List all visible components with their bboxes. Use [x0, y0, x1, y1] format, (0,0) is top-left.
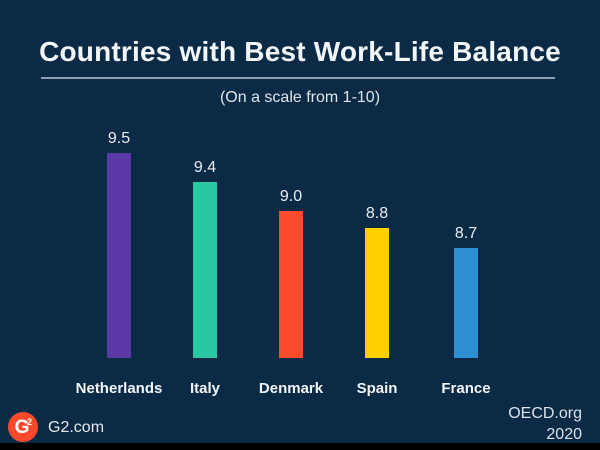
bar-group-spain: 8.8: [327, 206, 427, 358]
source-name: OECD.org: [508, 405, 582, 422]
title-divider: [41, 77, 555, 79]
bottom-strip: [0, 443, 600, 450]
bar-spain: [365, 228, 389, 358]
source-attribution: OECD.org 2020: [508, 403, 582, 445]
source-year: 2020: [546, 426, 582, 443]
bar-category-label: France: [441, 380, 491, 397]
page-title: Countries with Best Work-Life Balance: [39, 36, 561, 67]
g2-logo: G 2: [8, 412, 38, 442]
g2-logo-numeral: 2: [26, 417, 32, 427]
bar-group-france: 8.7: [416, 226, 516, 358]
bar-group-denmark: 9.0: [241, 189, 341, 358]
g2-logo-letter: G: [14, 416, 30, 438]
bar-value-label: 9.4: [193, 159, 217, 176]
bar-value-label: 8.8: [365, 205, 389, 222]
bar-denmark: [279, 211, 303, 358]
bar-value-label: 8.7: [454, 225, 478, 242]
chart-subtitle: (On a scale from 1-10): [219, 89, 381, 106]
bar-category-label: Spain: [356, 380, 398, 397]
bar-value-label: 9.5: [107, 130, 131, 147]
bar-category-label: Denmark: [258, 380, 324, 397]
bar-value-label: 9.0: [279, 188, 303, 205]
bar-italy: [193, 182, 217, 358]
bar-group-italy: 9.4: [155, 160, 255, 358]
brand-label: G2.com: [48, 419, 105, 436]
bar-netherlands: [107, 153, 131, 358]
bar-category-label: Netherlands: [75, 380, 163, 397]
bar-category-label: Italy: [189, 380, 220, 397]
bar-group-netherlands: 9.5: [69, 131, 169, 358]
bar-france: [454, 248, 478, 358]
